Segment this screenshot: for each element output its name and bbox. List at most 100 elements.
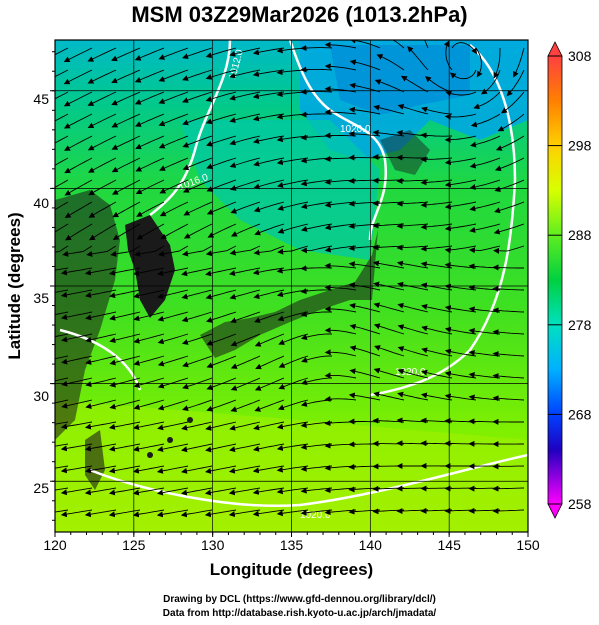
streamline (134, 69, 165, 83)
streamline (253, 179, 285, 190)
streamline (469, 179, 501, 190)
streamline (397, 281, 429, 291)
streamline (108, 267, 141, 276)
streamline (376, 54, 405, 71)
streamline (444, 135, 477, 143)
streamline (205, 443, 237, 453)
streamline (300, 88, 333, 95)
y-tick-label: 30 (33, 388, 49, 404)
streamline (156, 509, 189, 518)
streamline (157, 333, 189, 345)
streamline (206, 179, 237, 192)
streamline (392, 40, 405, 49)
streamline (111, 157, 141, 173)
streamline (182, 399, 213, 411)
y-tick-label: 35 (33, 290, 49, 306)
streamline (444, 245, 477, 254)
streamline (229, 421, 261, 431)
streamline (372, 260, 405, 269)
isobar-contours (59, 40, 528, 507)
streamline (493, 245, 525, 254)
streamline (205, 113, 237, 125)
streamline (134, 113, 165, 127)
contour-label-2: 1020.0 (395, 367, 426, 378)
streamline (88, 223, 117, 241)
streamline (109, 289, 141, 299)
streamline (324, 284, 357, 291)
streamline (109, 377, 141, 388)
streamline (181, 311, 213, 323)
streamline (108, 443, 141, 452)
streamline (85, 399, 117, 409)
streamline (60, 465, 93, 474)
streamline (348, 418, 381, 425)
streamline (205, 311, 237, 323)
streamline (157, 443, 189, 452)
streamline (494, 201, 525, 214)
streamline (157, 289, 189, 299)
streamline (230, 311, 261, 324)
credit-drawing: Drawing by DCL (https://www.gfd-dennou.o… (163, 594, 436, 605)
streamline (229, 47, 261, 57)
streamline (55, 333, 69, 338)
colorbar-upper-arrow (547, 41, 563, 57)
streamline (158, 69, 189, 82)
streamline (229, 443, 261, 453)
streamline (85, 377, 117, 387)
streamline (492, 307, 525, 314)
streamline (182, 355, 213, 368)
streamline (85, 333, 117, 343)
streamline (157, 355, 189, 367)
streamline (373, 281, 405, 291)
streamline (87, 47, 117, 62)
streamline (60, 509, 93, 518)
streamline (111, 91, 141, 106)
streamline (88, 157, 117, 173)
streamline (62, 245, 93, 257)
streamline (157, 267, 189, 277)
streamline (158, 47, 189, 60)
streamline (397, 302, 429, 313)
x-axis-title: Longitude (degrees) (210, 560, 373, 579)
streamline (206, 333, 237, 346)
streamline (513, 47, 525, 78)
streamline (65, 223, 93, 241)
streamline (156, 487, 189, 496)
streamline (374, 79, 405, 93)
streamline (373, 302, 405, 313)
streamline (230, 333, 261, 347)
streamline (420, 223, 453, 230)
streamline (84, 443, 117, 452)
streamline (135, 135, 165, 150)
streamline (135, 179, 165, 195)
streamline (324, 395, 357, 402)
streamline (324, 41, 357, 49)
streamline (55, 311, 69, 316)
streamline (451, 42, 478, 55)
streamline (253, 245, 285, 256)
streamline (231, 223, 261, 237)
streamline (111, 135, 141, 150)
streamline (64, 135, 93, 151)
streamline (373, 367, 405, 379)
wind-streamlines (55, 40, 525, 518)
x-tick-label: 120 (43, 537, 67, 553)
streamline (63, 91, 93, 107)
streamline (421, 303, 453, 313)
streamline (112, 179, 141, 195)
streamline (500, 91, 525, 114)
streamline (492, 507, 525, 514)
streamline (84, 267, 117, 276)
streamline (206, 355, 237, 369)
streamline (133, 289, 165, 299)
streamline (64, 157, 93, 174)
streamline (397, 324, 429, 335)
streamline (229, 135, 261, 146)
streamline (111, 47, 141, 62)
streamline (157, 377, 189, 389)
streamline (134, 245, 165, 257)
streamline (61, 311, 93, 320)
streamline (63, 47, 93, 63)
streamline (133, 333, 165, 344)
streamline (300, 66, 333, 73)
